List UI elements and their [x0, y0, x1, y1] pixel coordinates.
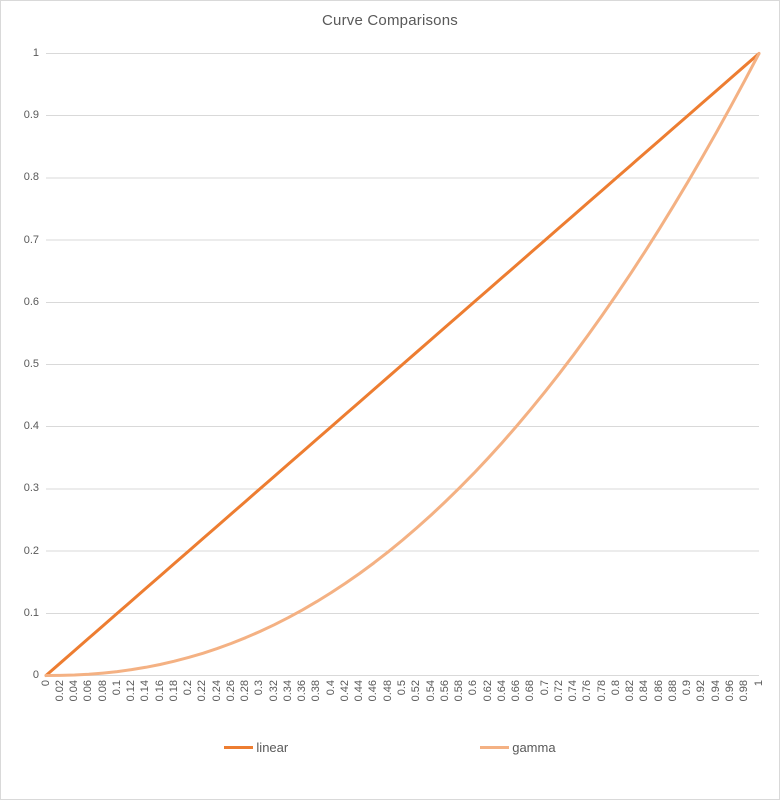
- x-axis-tick-label: 0.88: [666, 680, 679, 702]
- x-axis-tick-label: 0.72: [552, 680, 565, 702]
- x-axis-tick-label: 0.96: [723, 680, 736, 702]
- x-axis-tick-label: 0.6: [467, 680, 480, 696]
- x-axis-tick-label: 0.32: [267, 680, 280, 702]
- x-axis-tick-label: 0.58: [453, 680, 466, 702]
- x-axis-tick-label: 0.64: [495, 680, 508, 702]
- y-axis-tick-label: 0: [32, 669, 39, 681]
- x-axis-tick-label: 0.42: [338, 680, 351, 702]
- x-axis-tick-label: 0.54: [424, 680, 437, 702]
- x-axis-tick-label: 0.8: [609, 680, 622, 696]
- plot-svg: [44, 52, 761, 677]
- x-axis-tick-label: 0.4: [324, 680, 337, 696]
- x-axis-tick-label: 0.12: [125, 680, 138, 702]
- x-axis-tick-label: 0.22: [196, 680, 209, 702]
- x-axis-tick-label: 0.06: [82, 680, 95, 702]
- legend-line-icon: [224, 745, 254, 749]
- y-axis-tick-label: 0.4: [23, 420, 39, 433]
- legend-line-icon: [480, 745, 510, 749]
- y-axis-tick-label: 0.9: [23, 109, 39, 122]
- x-axis-tick-label: 0.46: [367, 680, 380, 702]
- x-axis-tick-label: 0.98: [738, 680, 751, 702]
- plot-area[interactable]: [44, 52, 761, 677]
- x-axis-tick-label: 1: [752, 680, 765, 687]
- x-axis-tick-label: 0.56: [438, 680, 451, 702]
- x-axis-tick-label: 0.82: [624, 680, 637, 702]
- x-axis-tick-label: 0.16: [153, 680, 166, 702]
- x-axis-tick-label: 0.08: [96, 680, 109, 702]
- x-axis-tick-label: 0.74: [567, 680, 580, 702]
- x-axis-tick-label: 0.36: [296, 680, 309, 702]
- x-axis-tick-label: 0.04: [68, 680, 81, 702]
- x-axis-tick-label: 0.66: [510, 680, 523, 702]
- y-axis-tick-label: 0.5: [23, 358, 39, 370]
- x-axis-tick-label: 0.1: [110, 680, 123, 696]
- y-axis-tick-label: 0.1: [23, 606, 39, 619]
- series-line-gamma[interactable]: [44, 52, 761, 677]
- x-axis-tick-label: 0.26: [224, 680, 237, 702]
- x-axis-tick-label: 0.24: [210, 680, 223, 702]
- x-axis-tick-label: 0.52: [410, 680, 423, 702]
- x-axis-tick-label: 0.68: [524, 680, 537, 702]
- x-axis-tick-label: 0: [39, 680, 52, 687]
- x-axis-tick-label: 0.92: [695, 680, 708, 702]
- x-axis-tick-label: 0.28: [239, 680, 252, 702]
- x-axis-tick-label: 0.84: [638, 680, 651, 702]
- x-axis-tick-label: 0.14: [139, 680, 152, 702]
- y-axis-tick-label: 0.6: [23, 295, 39, 308]
- x-axis-tick-label: 0.18: [167, 680, 180, 702]
- x-axis-tick-label: 0.38: [310, 680, 323, 702]
- x-axis-tick-label: 0.78: [595, 680, 608, 702]
- x-axis-tick-label: 0.86: [652, 680, 665, 702]
- x-axis-tick-label: 0.3: [253, 680, 266, 696]
- x-axis-tick-label: 0.02: [53, 680, 66, 702]
- legend-item-gamma[interactable]: gamma: [480, 739, 556, 755]
- x-axis-labels[interactable]: 0 0.02 0.04 0.06 0.08 0.1 0.12 0.14 0.16 0.18 0.2 0…: [40, 676, 765, 726]
- x-axis-tick-label: 0.62: [481, 680, 494, 702]
- y-axis-labels[interactable]: 1 0.9 0.8 0.7 0.6 0.5 0.4 0.3 0.2 0.1 0: [1, 47, 39, 681]
- x-axis-tick-label: 0.94: [709, 680, 722, 702]
- legend-label-gamma: gamma: [512, 739, 556, 755]
- x-axis-tick-label: 0.2: [182, 680, 195, 696]
- x-axis-tick-label: 0.7: [538, 680, 551, 696]
- series-line-linear[interactable]: [44, 52, 761, 677]
- legend-item-linear[interactable]: linear: [224, 740, 288, 755]
- x-axis-tick-label: 0.76: [581, 680, 594, 702]
- y-axis-tick-label: 0.3: [23, 482, 39, 495]
- legend[interactable]: linear gamma: [1, 735, 779, 759]
- y-axis-tick-label: 0.8: [23, 171, 39, 184]
- chart-title[interactable]: Curve Comparisons: [322, 12, 458, 29]
- y-axis-tick-label: 1: [32, 47, 39, 59]
- x-axis-tick-label: 0.5: [396, 680, 408, 696]
- y-axis-tick-label: 0.2: [23, 544, 39, 557]
- x-axis-tick-label: 0.48: [381, 680, 394, 702]
- x-axis-tick-label: 0.34: [281, 680, 294, 702]
- y-axis-tick-label: 0.7: [23, 233, 39, 246]
- legend-label-linear: linear: [256, 739, 289, 755]
- x-axis-tick-label: 0.44: [353, 680, 366, 702]
- x-axis-tick-label: 0.9: [681, 680, 694, 696]
